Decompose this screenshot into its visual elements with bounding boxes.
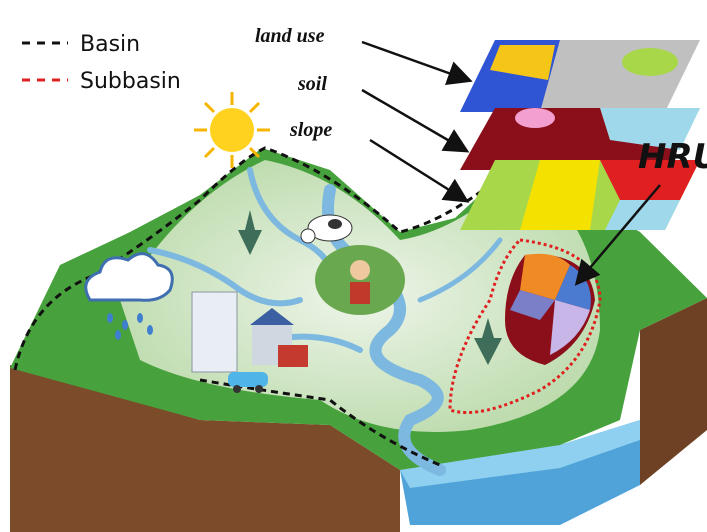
cow [300,214,353,244]
legend-label: Basin [80,32,140,57]
layer-label: slope [289,119,332,141]
town [191,291,308,393]
arrow [361,40,661,286]
sun [194,92,270,168]
layer-label: land use [255,25,325,47]
cloud [84,252,174,340]
hru-label: HRU [638,137,707,177]
legend-label: Subbasin [80,69,181,94]
layer-soil [460,108,700,170]
layer-slope [460,160,700,230]
layer-land-use [460,40,700,112]
legend: Basin Subbasin [22,32,181,94]
basin-boundary [13,146,521,371]
tree [238,210,502,365]
hru-patch [505,253,595,365]
layer-label: soil [297,73,327,95]
farm [315,245,405,315]
